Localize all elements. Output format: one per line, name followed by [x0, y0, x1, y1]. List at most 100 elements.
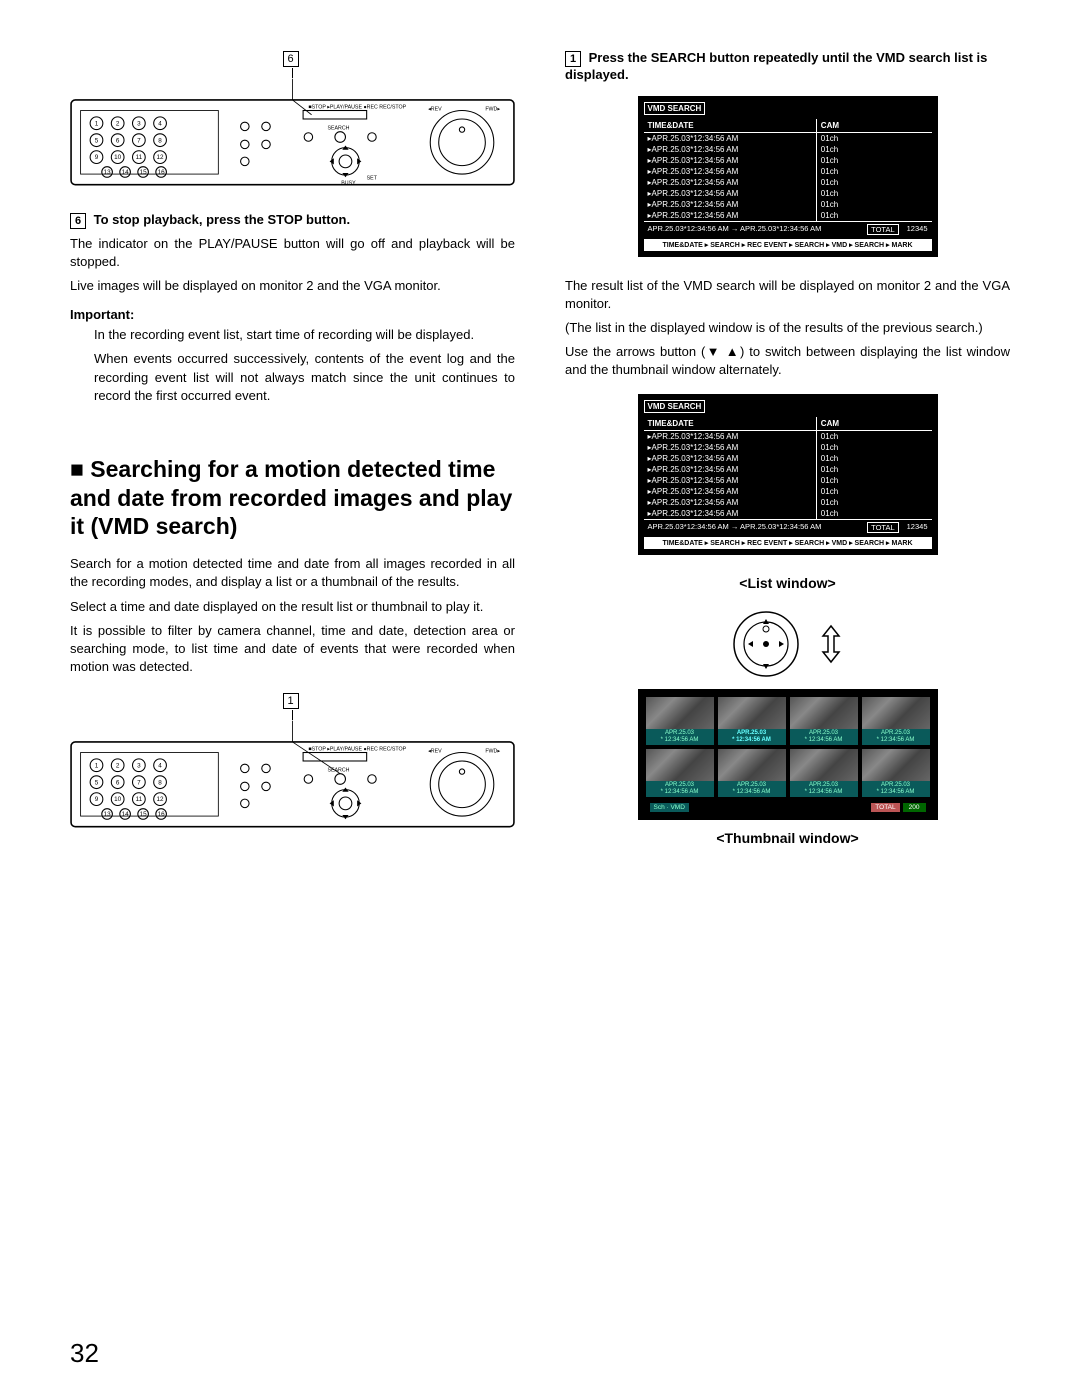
updown-icon [817, 624, 845, 664]
thumbnail: APR.25.03* 12:34:56 AM [790, 749, 858, 797]
thumbnail: APR.25.03* 12:34:56 AM [862, 749, 930, 797]
vmd-p3: It is possible to filter by camera chann… [70, 622, 515, 677]
svg-text:■STOP ▸PLAY/PAUSE ●REC REC/: ■STOP ▸PLAY/PAUSE ●REC REC/STOP [308, 747, 406, 753]
important-label: Important: [70, 307, 515, 322]
vmd-row: ▸APR.25.03*12:34:56 AM01ch [644, 166, 932, 177]
list-caption: <List window> [565, 575, 1010, 591]
device-diagram-top: 1 2 3 4 5 6 7 8 9 10 11 12 13 14 15 16 [70, 77, 515, 197]
vmd-row: ▸APR.25.03*12:34:56 AM01ch [644, 442, 932, 453]
important-p2: When events occurred successively, conte… [94, 350, 515, 405]
thumbnail: APR.25.03* 12:34:56 AM [718, 697, 786, 745]
stop-p1: The indicator on the PLAY/PAUSE button w… [70, 235, 515, 271]
vmd-row: ▸APR.25.03*12:34:56 AM01ch [644, 486, 932, 497]
vmd-row: ▸APR.25.03*12:34:56 AM01ch [644, 188, 932, 199]
svg-text:14: 14 [122, 811, 130, 818]
right-column: 1 Press the SEARCH button repeatedly unt… [565, 50, 1010, 864]
vmd-row: ▸APR.25.03*12:34:56 AM01ch [644, 430, 932, 442]
important-p1: In the recording event list, start time … [94, 326, 515, 344]
svg-text:3: 3 [137, 120, 141, 127]
vmd-big-heading: Searching for a motion detected time and… [70, 455, 515, 541]
svg-text:◂REV: ◂REV [428, 749, 442, 755]
vmd-row: ▸APR.25.03*12:34:56 AM01ch [644, 210, 932, 221]
vmd-row: ▸APR.25.03*12:34:56 AM01ch [644, 199, 932, 210]
svg-text:12: 12 [157, 797, 165, 804]
thumbnail-panel: APR.25.03* 12:34:56 AMAPR.25.03* 12:34:5… [638, 609, 938, 820]
vmd-row: ▸APR.25.03*12:34:56 AM01ch [644, 453, 932, 464]
svg-text:3: 3 [137, 763, 141, 770]
thumbnail: APR.25.03* 12:34:56 AM [646, 749, 714, 797]
vmd-nav-1: TIME&DATE ▸ SEARCH ▸ REC EVENT ▸ SEARCH … [644, 239, 932, 251]
svg-text:5: 5 [95, 137, 99, 144]
svg-text:16: 16 [158, 169, 166, 176]
svg-text:BUSY: BUSY [341, 181, 356, 187]
svg-text:4: 4 [158, 120, 162, 127]
thumbnail: APR.25.03* 12:34:56 AM [646, 697, 714, 745]
col-cam: CAM [816, 119, 931, 133]
vmd-row: ▸APR.25.03*12:34:56 AM01ch [644, 155, 932, 166]
svg-text:2: 2 [116, 120, 120, 127]
thumbnail: APR.25.03* 12:34:56 AM [718, 749, 786, 797]
svg-text:16: 16 [158, 811, 166, 818]
thumbnail: APR.25.03* 12:34:56 AM [790, 697, 858, 745]
svg-text:11: 11 [136, 797, 143, 804]
vmd-row: ▸APR.25.03*12:34:56 AM01ch [644, 464, 932, 475]
thumbnail: APR.25.03* 12:34:56 AM [862, 697, 930, 745]
svg-text:9: 9 [95, 797, 99, 804]
svg-text:■STOP ▸PLAY/PAUSE ●REC REC/: ■STOP ▸PLAY/PAUSE ●REC REC/STOP [308, 104, 406, 110]
svg-text:8: 8 [158, 137, 162, 144]
svg-text:1: 1 [95, 120, 99, 127]
jog-dial-icon [731, 609, 801, 679]
result-p2: (The list in the displayed window is of … [565, 319, 1010, 337]
page-number: 32 [70, 1338, 99, 1369]
result-p3: Use the arrows button (▼ ▲) to switch be… [565, 343, 1010, 379]
device-diagram-bottom: 1 2 3 4 5 6 7 8 9 10 11 12 13 14 15 16 [70, 719, 515, 839]
svg-text:◂REV: ◂REV [428, 107, 442, 113]
stop-heading: 6 To stop playback, press the STOP butto… [70, 212, 515, 229]
svg-text:6: 6 [116, 137, 120, 144]
svg-text:10: 10 [114, 154, 122, 161]
vmd-p1: Search for a motion detected time and da… [70, 555, 515, 591]
thumbnail-grid: APR.25.03* 12:34:56 AMAPR.25.03* 12:34:5… [638, 689, 938, 820]
svg-text:10: 10 [114, 797, 122, 804]
step-1-heading: 1 Press the SEARCH button repeatedly unt… [565, 50, 1010, 82]
svg-text:4: 4 [158, 763, 162, 770]
vmd-row: ▸APR.25.03*12:34:56 AM01ch [644, 475, 932, 486]
vmd-row: ▸APR.25.03*12:34:56 AM01ch [644, 132, 932, 144]
svg-text:2: 2 [116, 763, 120, 770]
svg-text:14: 14 [122, 169, 130, 176]
callout-6-box: 6 [283, 51, 299, 67]
svg-text:SET: SET [367, 175, 378, 181]
vmd-row: ▸APR.25.03*12:34:56 AM01ch [644, 144, 932, 155]
thumb-caption: <Thumbnail window> [565, 830, 1010, 846]
svg-text:13: 13 [104, 811, 112, 818]
svg-text:15: 15 [140, 811, 148, 818]
vmd-row: ▸APR.25.03*12:34:56 AM01ch [644, 508, 932, 519]
svg-text:9: 9 [95, 154, 99, 161]
left-column: 6 1 2 3 4 5 6 7 8 9 10 11 12 13 14 15 [70, 50, 515, 864]
svg-text:15: 15 [140, 169, 148, 176]
callout-6-above: 6 [70, 50, 515, 78]
vmd-table-1: TIME&DATE CAM ▸APR.25.03*12:34:56 AM01ch… [644, 119, 932, 221]
col-time: TIME&DATE [644, 119, 817, 133]
svg-text:5: 5 [95, 780, 99, 787]
svg-text:6: 6 [116, 780, 120, 787]
svg-text:11: 11 [136, 154, 143, 161]
svg-text:SEARCH: SEARCH [327, 126, 349, 132]
svg-text:7: 7 [137, 137, 141, 144]
svg-text:13: 13 [104, 169, 112, 176]
vmd-title: VMD SEARCH [644, 102, 706, 115]
svg-text:8: 8 [158, 780, 162, 787]
vmd-footer-1: APR.25.03*12:34:56 AM → APR.25.03*12:34:… [644, 221, 932, 237]
svg-text:FWD▸: FWD▸ [485, 107, 500, 113]
svg-text:1: 1 [95, 763, 99, 770]
vmd-row: ▸APR.25.03*12:34:56 AM01ch [644, 177, 932, 188]
vmd-p2: Select a time and date displayed on the … [70, 598, 515, 616]
callout-1-above: 1 [70, 692, 515, 720]
result-p1: The result list of the VMD search will b… [565, 277, 1010, 313]
vmd-panel-1: VMD SEARCH TIME&DATE CAM ▸APR.25.03*12:3… [638, 96, 938, 257]
svg-text:FWD▸: FWD▸ [485, 749, 500, 755]
vmd-panel-2: VMD SEARCH TIME&DATE CAM ▸APR.25.03*12:3… [638, 394, 938, 555]
vmd-row: ▸APR.25.03*12:34:56 AM01ch [644, 497, 932, 508]
callout-1-box: 1 [283, 693, 299, 709]
svg-text:12: 12 [157, 154, 165, 161]
